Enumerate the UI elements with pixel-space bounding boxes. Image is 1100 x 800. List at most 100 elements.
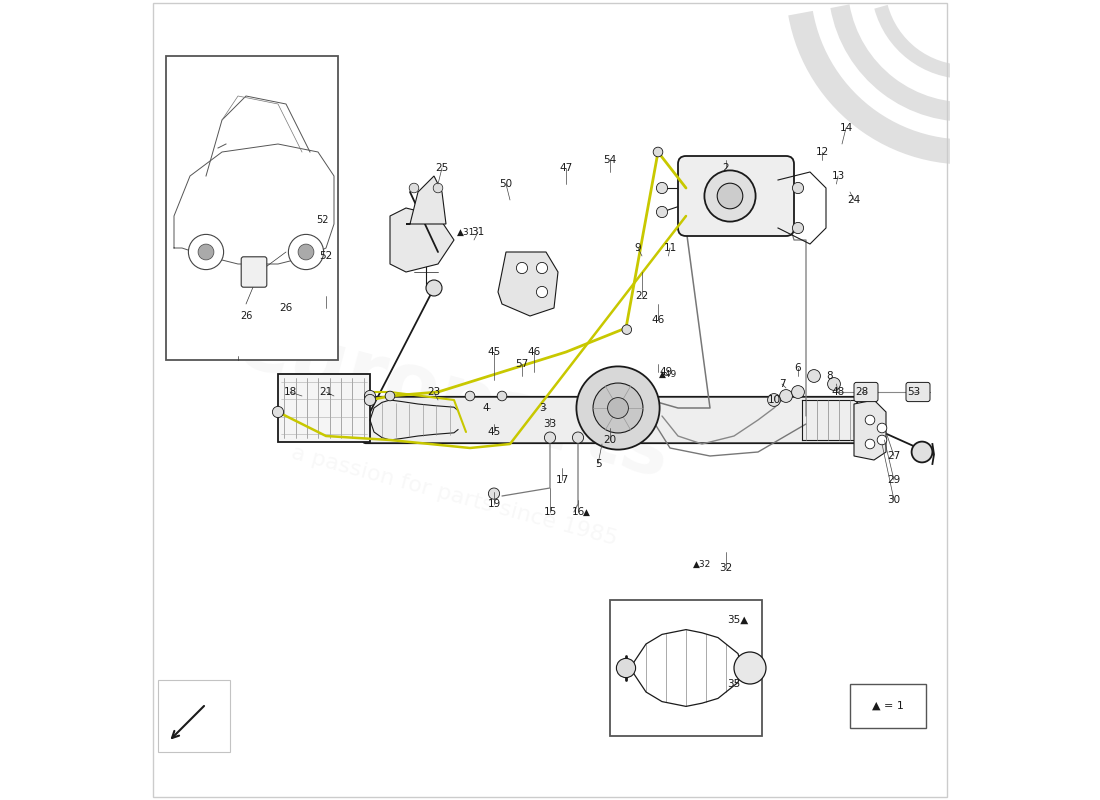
Circle shape [780, 390, 792, 402]
Text: 27: 27 [888, 451, 901, 461]
Text: 10: 10 [768, 395, 781, 405]
Circle shape [188, 234, 223, 270]
Text: 26: 26 [240, 311, 252, 321]
Text: 52: 52 [319, 251, 332, 261]
Text: 9: 9 [635, 243, 641, 253]
Text: 29: 29 [888, 475, 901, 485]
Circle shape [537, 262, 548, 274]
Text: 18: 18 [284, 387, 297, 397]
Circle shape [572, 432, 584, 443]
Circle shape [409, 183, 419, 193]
Circle shape [537, 286, 548, 298]
Text: 45: 45 [487, 427, 500, 437]
Text: 48: 48 [832, 387, 845, 397]
Text: 19: 19 [487, 499, 500, 509]
Text: 47: 47 [560, 163, 573, 173]
Circle shape [385, 391, 395, 401]
Circle shape [877, 435, 887, 445]
FancyBboxPatch shape [678, 156, 794, 236]
Text: ▲31: ▲31 [456, 227, 475, 237]
Text: 4: 4 [483, 403, 490, 413]
Text: 6: 6 [794, 363, 801, 373]
Polygon shape [406, 176, 446, 224]
Circle shape [198, 244, 213, 260]
Text: 28: 28 [856, 387, 869, 397]
Circle shape [465, 391, 475, 401]
Circle shape [912, 442, 933, 462]
Text: 12: 12 [815, 147, 828, 157]
Circle shape [657, 206, 668, 218]
Text: ▲32: ▲32 [693, 559, 711, 569]
Circle shape [704, 170, 756, 222]
Text: 5: 5 [595, 459, 602, 469]
Text: europarts: europarts [229, 305, 679, 495]
Text: 2: 2 [723, 163, 729, 173]
Text: 24: 24 [847, 195, 860, 205]
FancyBboxPatch shape [278, 374, 370, 442]
Text: a passion for parts since 1985: a passion for parts since 1985 [288, 442, 619, 550]
Text: 46: 46 [651, 315, 664, 325]
Polygon shape [498, 252, 558, 316]
Circle shape [273, 406, 284, 418]
Text: 54: 54 [604, 155, 617, 165]
Circle shape [364, 394, 375, 406]
Circle shape [734, 652, 766, 684]
Circle shape [621, 325, 631, 334]
Text: ▲: ▲ [583, 507, 590, 517]
Circle shape [433, 183, 443, 193]
FancyBboxPatch shape [854, 382, 878, 402]
Text: 20: 20 [604, 435, 617, 445]
Text: 33: 33 [543, 419, 557, 429]
Circle shape [497, 391, 507, 401]
Circle shape [768, 394, 780, 406]
Circle shape [488, 488, 499, 499]
Text: ▲ = 1: ▲ = 1 [872, 701, 904, 711]
Text: 8: 8 [827, 371, 834, 381]
Circle shape [616, 658, 636, 678]
Text: 21: 21 [319, 387, 332, 397]
Circle shape [516, 262, 528, 274]
Text: 26: 26 [279, 303, 293, 313]
Circle shape [364, 390, 375, 402]
Circle shape [792, 222, 804, 234]
Text: 32: 32 [719, 563, 733, 573]
Text: 49: 49 [659, 367, 672, 377]
Text: 30: 30 [888, 495, 901, 505]
Circle shape [298, 244, 314, 260]
Circle shape [792, 386, 804, 398]
FancyBboxPatch shape [166, 56, 338, 360]
Text: 52: 52 [316, 215, 328, 225]
Circle shape [827, 378, 840, 390]
Polygon shape [854, 400, 886, 460]
Circle shape [717, 183, 743, 209]
Text: 3: 3 [539, 403, 546, 413]
FancyBboxPatch shape [158, 680, 230, 752]
Circle shape [653, 147, 663, 157]
Text: 57: 57 [516, 359, 529, 369]
FancyBboxPatch shape [363, 397, 857, 443]
Text: ▲49: ▲49 [659, 370, 678, 379]
Text: 11: 11 [663, 243, 676, 253]
Circle shape [877, 423, 887, 433]
Text: 15: 15 [543, 507, 557, 517]
Text: 46: 46 [527, 347, 540, 357]
Text: 53: 53 [908, 387, 921, 397]
Text: 31: 31 [472, 227, 485, 237]
FancyBboxPatch shape [906, 382, 930, 402]
Circle shape [866, 415, 874, 425]
Text: 14: 14 [839, 123, 853, 133]
Circle shape [576, 366, 660, 450]
Text: 50: 50 [499, 179, 513, 189]
Text: 23: 23 [428, 387, 441, 397]
Text: 22: 22 [636, 291, 649, 301]
Circle shape [792, 182, 804, 194]
FancyBboxPatch shape [241, 257, 267, 287]
Circle shape [593, 383, 644, 433]
Circle shape [866, 439, 874, 449]
Text: 7: 7 [779, 379, 785, 389]
Polygon shape [390, 208, 454, 272]
Circle shape [544, 432, 556, 443]
FancyBboxPatch shape [850, 684, 926, 728]
Text: 45: 45 [487, 347, 500, 357]
Circle shape [807, 370, 821, 382]
